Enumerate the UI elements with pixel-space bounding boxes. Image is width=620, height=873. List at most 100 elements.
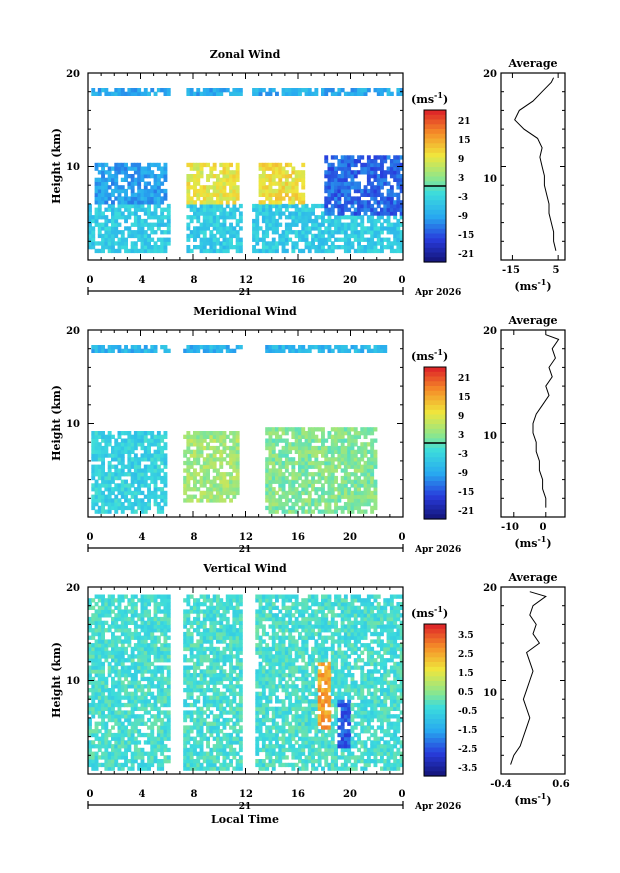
heatmap-cell [353,431,358,436]
heatmap-cell [206,248,210,254]
heatmap-cell [101,646,105,652]
heatmap-cell [186,345,191,350]
heatmap-cell [101,162,105,168]
heatmap-cell [117,445,122,451]
heatmap-cell [143,453,148,458]
heatmap-cell [160,725,165,730]
heatmap-cell [127,609,132,614]
heatmap-cell [107,740,112,745]
heatmap-cell [399,248,403,254]
heatmap-cell [317,468,322,473]
heatmap-cell [147,759,151,764]
heatmap-cell [393,248,398,254]
heatmap-cell [130,680,135,685]
heatmap-cell [111,192,115,197]
heatmap-cell [278,177,283,182]
heatmap-cell [196,628,201,633]
heatmap-cell [380,159,384,164]
heatmap-cell [183,714,188,719]
heatmap-cell [229,233,233,239]
heatmap-cell [366,442,371,447]
heatmap-cell [268,472,273,477]
heatmap-cell [199,635,204,640]
heatmap-cell [183,449,188,454]
heatmap-cell [298,233,302,239]
heatmap-cell [160,498,165,503]
heatmap-cell [120,598,125,603]
heatmap-cell [91,695,96,700]
heatmap-cell [147,658,151,663]
heatmap-cell [114,241,119,246]
heatmap-cell [399,177,403,182]
heatmap-cell [261,237,266,242]
heatmap-cell [288,188,293,194]
heatmap-cell [271,431,276,436]
heatmap-cell [97,699,102,704]
heatmap-cell [127,166,132,171]
heatmap-cell [153,434,158,439]
heatmap-cell [137,218,142,224]
heatmap-cell [334,449,338,454]
heatmap-cell [393,162,398,168]
heatmap-cell [153,717,158,723]
heatmap-cell [104,218,109,224]
heatmap-cell [330,438,335,443]
heatmap-cell [268,200,273,205]
heatmap-cell [301,248,306,254]
heatmap-cell [304,464,309,469]
heatmap-cell [340,215,345,220]
heatmap-cell [357,483,361,488]
heatmap-cell [225,203,230,209]
heatmap-cell [130,706,135,711]
heatmap-cell [278,438,283,443]
heatmap-cell [150,162,155,168]
heatmap-cell [373,453,378,458]
heatmap-cell [127,431,132,436]
heatmap-cell [288,174,293,179]
heatmap-cell [304,483,309,488]
heatmap-cell [337,222,342,227]
heatmap-cell [150,624,155,629]
heatmap-cell [376,166,381,171]
heatmap-cell [268,91,273,96]
heatmap-cell [153,207,158,212]
heatmap-cell [189,654,194,659]
heatmap-cell [147,616,151,622]
heatmap-cell [360,215,365,220]
heatmap-cell [153,230,158,235]
heatmap-cell [124,605,128,610]
heatmap-cell [97,609,102,614]
heatmap-cell [370,237,375,242]
heatmap-cell [212,207,217,212]
colorbar-swatch [424,257,446,263]
heatmap-cell [229,479,233,484]
heatmap-cell [334,200,338,205]
heatmap-cell [101,736,105,741]
heatmap-cell [97,490,102,496]
heatmap-cell [153,635,158,640]
heatmap-cell [343,226,348,231]
heatmap-cell [380,162,384,168]
heatmap-cell [94,624,99,629]
heatmap-cell [334,226,338,231]
heatmap-cell [183,468,188,473]
heatmap-cell [225,345,230,350]
heatmap-cell [150,646,155,652]
heatmap-cell [189,449,194,454]
heatmap-cell [363,464,368,469]
heatmap-cell [330,479,335,484]
heatmap-cell [212,464,217,469]
heatmap-cell [238,714,243,719]
heatmap-cell [301,427,306,432]
heatmap-cell [163,162,168,168]
heatmap-cell [153,684,158,689]
heatmap-cell [212,646,217,652]
heatmap-cell [209,688,214,693]
heatmap-cell [294,427,299,432]
heatmap-cell [91,710,96,715]
heatmap-cell [147,635,151,640]
heatmap-cell [97,598,102,603]
heatmap-cell [216,222,220,227]
heatmap-cell [189,453,194,458]
heatmap-cell [153,174,158,179]
